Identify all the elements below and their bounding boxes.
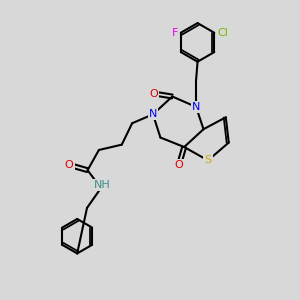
Text: O: O xyxy=(175,160,183,170)
Text: F: F xyxy=(172,28,178,38)
Text: O: O xyxy=(149,88,158,98)
Text: O: O xyxy=(65,160,74,170)
Text: N: N xyxy=(149,109,157,119)
Text: Cl: Cl xyxy=(217,28,228,38)
Text: S: S xyxy=(204,155,211,165)
Text: NH: NH xyxy=(94,180,111,190)
Text: N: N xyxy=(192,102,200,112)
